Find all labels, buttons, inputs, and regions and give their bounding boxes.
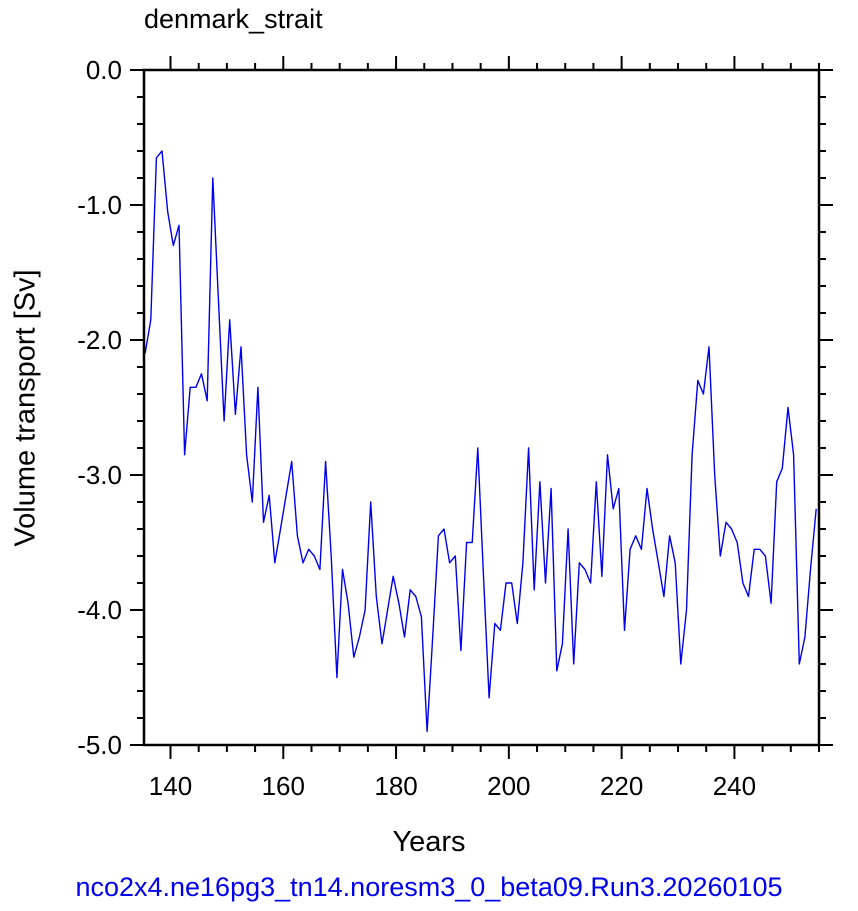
x-tick-label: 140 (149, 771, 192, 801)
y-tick-label: -3.0 (77, 460, 122, 490)
y-tick-label: -1.0 (77, 190, 122, 220)
x-tick-label: 240 (713, 771, 756, 801)
y-axis: 0.0 -1.0 -2.0 -3.0 -4.0 -5.0 (77, 55, 833, 760)
x-tick-label: 180 (374, 771, 417, 801)
y-tick-label: -2.0 (77, 325, 122, 355)
plot-frame (142, 68, 821, 747)
y-tick-label: -5.0 (77, 730, 122, 760)
x-tick-label: 200 (487, 771, 530, 801)
transport-series-line (144, 150, 817, 733)
x-tick-label: 220 (600, 771, 643, 801)
series-group (144, 150, 817, 733)
y-tick-label: -4.0 (77, 595, 122, 625)
run-caption: nco2x4.ne16pg3_tn14.noresm3_0_beta09.Run… (75, 872, 783, 902)
y-tick-label: 0.0 (86, 55, 122, 85)
chart-title: denmark_strait (144, 4, 323, 34)
y-axis-label: Volume transport [Sv] (9, 269, 42, 547)
x-axis-label: Years (392, 826, 466, 858)
x-axis: 140 160 180 200 220 240 (149, 56, 820, 801)
x-tick-label: 160 (262, 771, 305, 801)
